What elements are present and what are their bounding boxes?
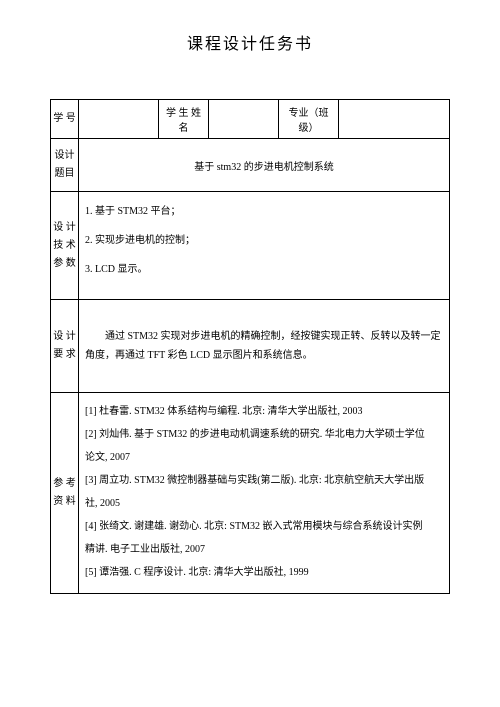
references-content: [1] 杜春雷. STM32 体系结构与编程. 北京: 清华大学出版社, 200… [79, 393, 450, 594]
student-id-label: 学 号 [51, 100, 79, 139]
requirements-label: 设 计 要 求 [51, 300, 79, 393]
reference-2: [2] 刘灿伟. 基于 STM32 的步进电动机调速系统的研究. 华北电力大学硕… [85, 424, 443, 445]
tech-param-3: 3. LCD 显示。 [85, 260, 443, 275]
reference-5: [5] 谭浩强. C 程序设计. 北京: 清华大学出版社, 1999 [85, 562, 443, 583]
references-label: 参 考 资 料 [51, 393, 79, 594]
topic-row: 设计题目 基于 stm32 的步进电机控制系统 [51, 139, 450, 192]
document-title: 课程设计任务书 [50, 30, 450, 54]
requirements-row: 设 计 要 求 通过 STM32 实现对步进电机的精确控制，经按键实现正转、反转… [51, 300, 450, 393]
reference-2b: 论文, 2007 [85, 447, 443, 468]
task-table: 学 号 学 生 姓名 专业（班级） 设计题目 基于 stm32 的步进电机控制系… [50, 99, 450, 594]
tech-param-1: 1. 基于 STM32 平台； [85, 202, 443, 217]
header-row: 学 号 学 生 姓名 专业（班级） [51, 100, 450, 139]
student-name-value [209, 100, 279, 139]
topic-value: 基于 stm32 的步进电机控制系统 [79, 139, 450, 192]
major-label: 专业（班级） [279, 100, 339, 139]
student-name-label: 学 生 姓名 [159, 100, 209, 139]
tech-params-label: 设 计 技 术 参 数 [51, 192, 79, 300]
reference-3: [3] 周立功. STM32 微控制器基础与实践(第二版). 北京: 北京航空航… [85, 470, 443, 491]
tech-param-2: 2. 实现步进电机的控制； [85, 231, 443, 246]
major-value [339, 100, 450, 139]
topic-label: 设计题目 [51, 139, 79, 192]
references-row: 参 考 资 料 [1] 杜春雷. STM32 体系结构与编程. 北京: 清华大学… [51, 393, 450, 594]
tech-params-content: 1. 基于 STM32 平台； 2. 实现步进电机的控制； 3. LCD 显示。 [79, 192, 450, 300]
reference-4b: 精讲. 电子工业出版社, 2007 [85, 539, 443, 560]
requirements-content: 通过 STM32 实现对步进电机的精确控制，经按键实现正转、反转以及转一定角度，… [79, 300, 450, 393]
student-id-value [79, 100, 159, 139]
reference-4: [4] 张绮文. 谢建雄. 谢劲心. 北京: STM32 嵌入式常用模块与综合系… [85, 516, 443, 537]
tech-params-row: 设 计 技 术 参 数 1. 基于 STM32 平台； 2. 实现步进电机的控制… [51, 192, 450, 300]
reference-3b: 社, 2005 [85, 493, 443, 514]
reference-1: [1] 杜春雷. STM32 体系结构与编程. 北京: 清华大学出版社, 200… [85, 401, 443, 422]
